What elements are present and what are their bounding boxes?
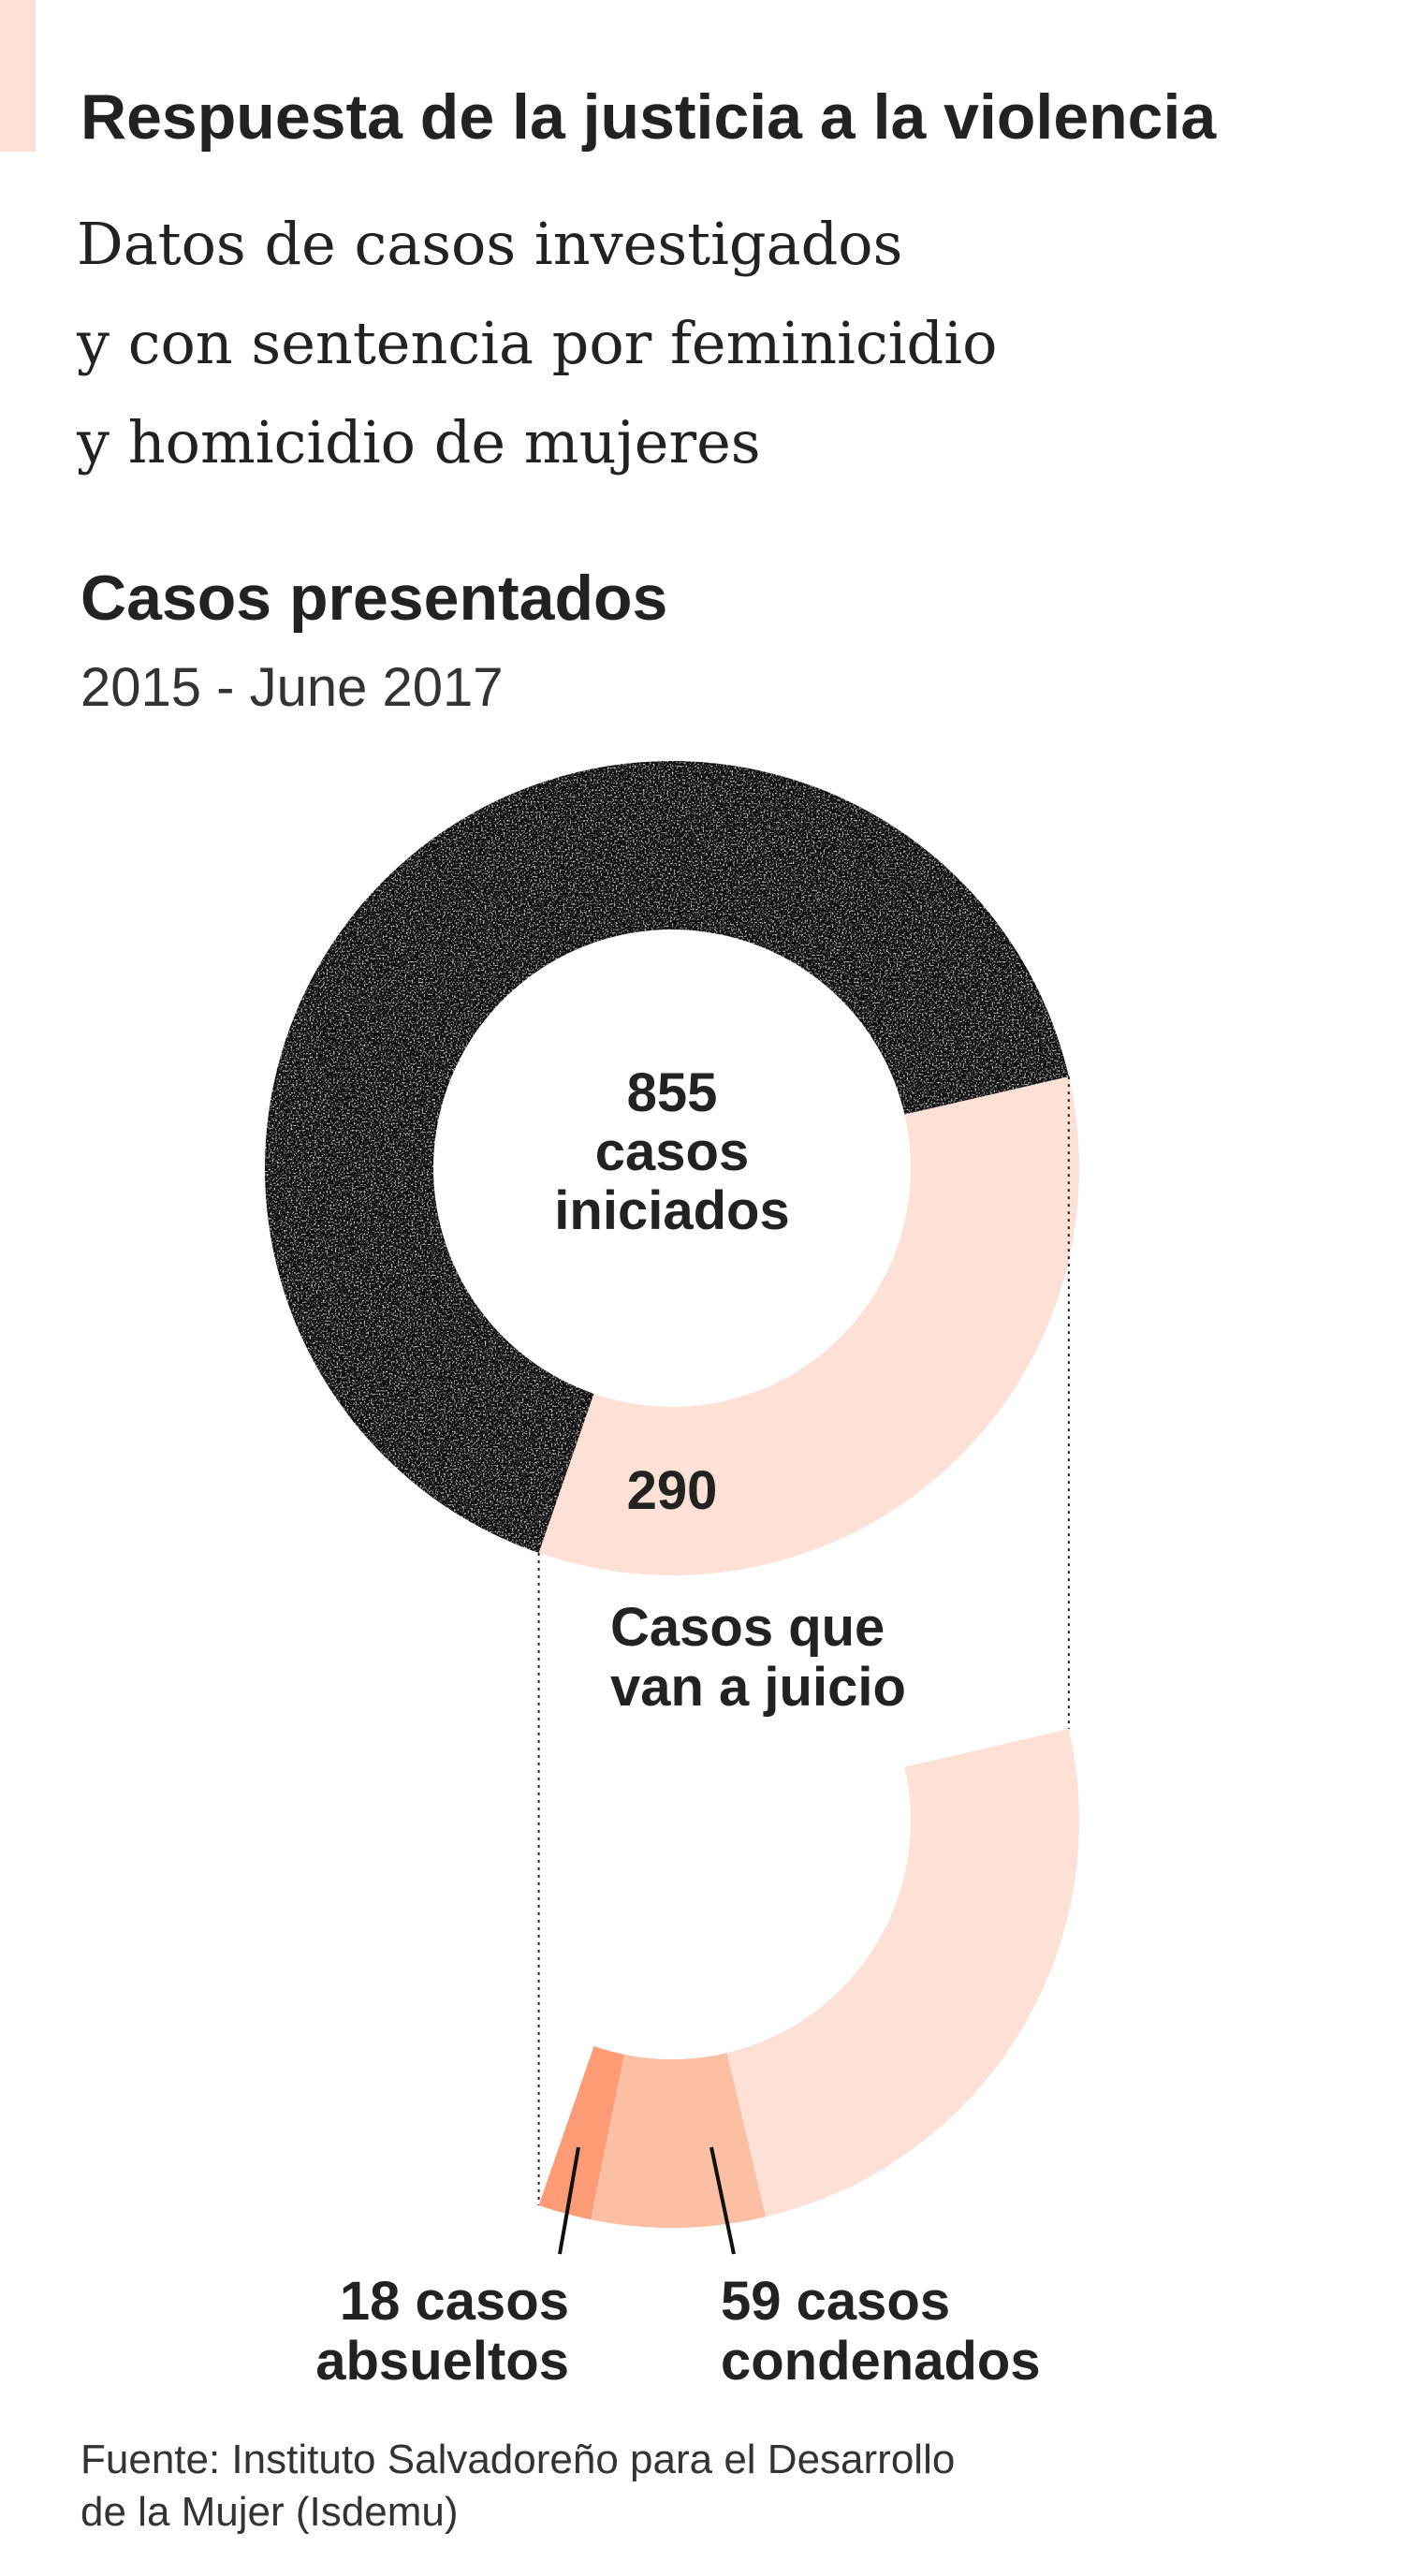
- section-period: 2015 - June 2017: [80, 657, 504, 718]
- source-line-2: de la Mujer (Isdemu): [80, 2489, 459, 2535]
- source-line-1: Fuente: Instituto Salvadoreño para el De…: [80, 2437, 956, 2482]
- breakdown-donut: [538, 1729, 1079, 2228]
- accent-bar: [0, 0, 36, 152]
- subtitle-line-1: Datos de casos investigados: [77, 210, 903, 278]
- center-label-line-2: iniciados: [554, 1180, 789, 1241]
- trial-slice-value-label: 290: [627, 1460, 718, 1521]
- slice-remaining-cases: [264, 760, 1069, 1554]
- trial-label-line-2: van a juicio: [610, 1657, 906, 1718]
- slice-absueltos: [538, 2045, 625, 2220]
- condenados-label-line-2: condenados: [721, 2331, 1041, 2392]
- condenados-label-line-1: 59 casos: [721, 2271, 950, 2332]
- subtitle-line-3: y homicidio de mujeres: [77, 408, 761, 476]
- slice-condenados: [591, 2053, 767, 2228]
- absueltos-label-line-1: 18 casos: [340, 2271, 569, 2332]
- slice-pending: [726, 1729, 1079, 2217]
- subtitle-line-2: y con sentencia por feminicidio: [77, 309, 998, 377]
- chart-title: Respuesta de la justicia a la violencia: [80, 81, 1217, 153]
- trial-label-line-1: Casos que: [610, 1597, 885, 1658]
- main-donut: [264, 760, 1079, 1575]
- slice-trial-cases: [538, 1076, 1079, 1575]
- center-label-line-1: casos: [595, 1121, 749, 1182]
- chart-subtitle: Datos de casos investigados y con senten…: [77, 195, 1294, 492]
- center-value: 855: [627, 1062, 718, 1123]
- absueltos-pointer: [558, 2146, 580, 2255]
- absueltos-label-line-2: absueltos: [315, 2331, 569, 2392]
- source-note: Fuente: Instituto Salvadoreño para el De…: [80, 2434, 1204, 2539]
- condenados-pointer: [709, 2146, 736, 2255]
- section-title: Casos presentados: [80, 563, 668, 634]
